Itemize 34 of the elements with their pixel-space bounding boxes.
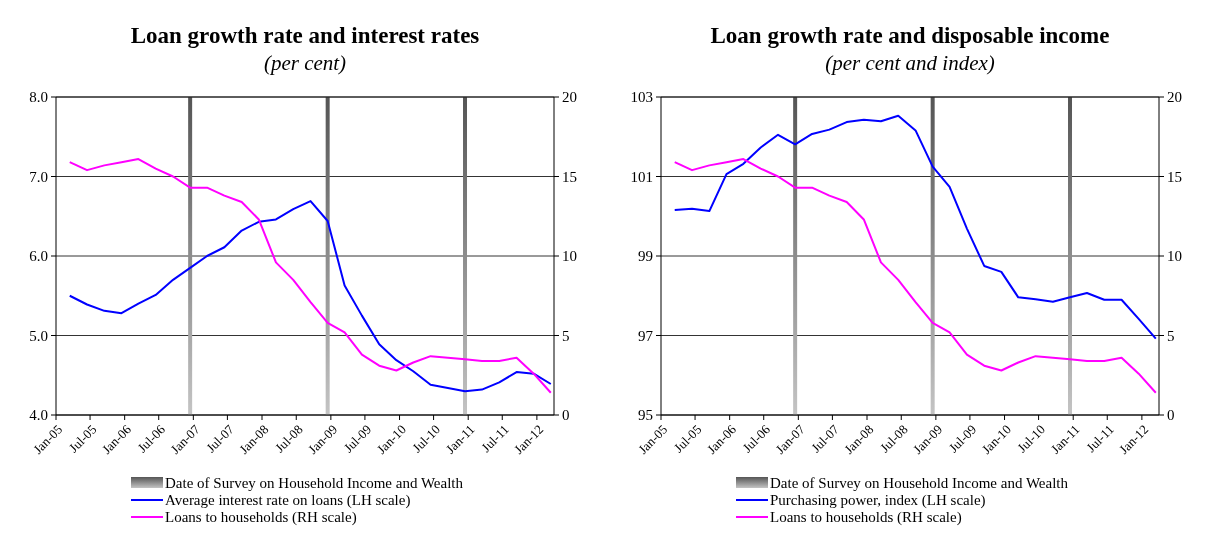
line-series — [673, 114, 1157, 340]
legend-label: Average interest rate on loans (LH scale) — [165, 492, 411, 510]
legend-label: Loans to households (RH scale) — [770, 509, 962, 527]
y-tick-label: 5.0 — [29, 327, 48, 344]
chart-subtitle: (per cent) — [263, 51, 347, 75]
chart-title: Loan growth rate and disposable income — [710, 23, 1110, 48]
legend-label: Purchasing power, index (LH scale) — [770, 492, 986, 510]
y2-tick-label: 10 — [1167, 248, 1182, 265]
chart-subtitle: (per cent and index) — [825, 51, 995, 75]
y2-tick-label: 10 — [562, 248, 577, 265]
y-tick-label: 95 — [638, 407, 653, 424]
y-tick-label: 7.0 — [29, 168, 48, 185]
line-series — [68, 200, 552, 393]
legend-label: Loans to households (RH scale) — [165, 509, 357, 527]
y2-tick-label: 20 — [562, 89, 577, 106]
y-tick-label: 101 — [630, 168, 653, 185]
y2-tick-label: 20 — [1167, 89, 1182, 106]
y-tick-label: 97 — [638, 327, 654, 344]
y-tick-label: 6.0 — [29, 248, 48, 265]
y-tick-label: 8.0 — [29, 89, 48, 106]
y2-tick-label: 15 — [1167, 168, 1182, 185]
y-tick-label: 99 — [638, 248, 653, 265]
line-series — [68, 158, 552, 394]
line-series — [673, 158, 1157, 394]
y2-tick-label: 0 — [1167, 407, 1175, 424]
y-tick-label: 4.0 — [29, 407, 48, 424]
y2-tick-label: 0 — [562, 407, 570, 424]
y-tick-label: 103 — [630, 89, 653, 106]
y2-tick-label: 5 — [1167, 327, 1175, 344]
y2-tick-label: 5 — [562, 327, 570, 344]
chart-title: Loan growth rate and interest rates — [130, 23, 480, 48]
y2-tick-label: 15 — [562, 168, 577, 185]
legend-label: Date of Survey on Household Income and Wealth — [770, 475, 1069, 492]
legend-label: Date of Survey on Household Income and Wealth — [165, 475, 464, 492]
